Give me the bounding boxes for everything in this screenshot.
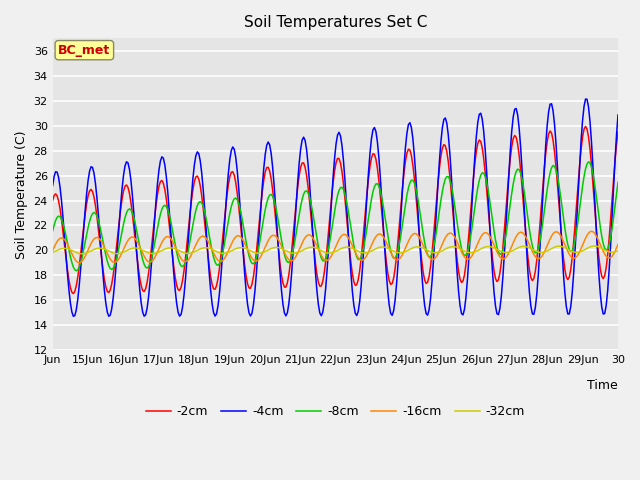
Legend: -2cm, -4cm, -8cm, -16cm, -32cm: -2cm, -4cm, -8cm, -16cm, -32cm [141,400,530,423]
-2cm [453,257,461,263]
Line: -8cm: -8cm [52,162,618,271]
Text: BC_met: BC_met [58,44,111,57]
-4cm [612,132,620,138]
Line: -32cm: -32cm [52,246,618,254]
-2cm [70,291,77,297]
-2cm [68,289,76,295]
-4cm [582,96,589,102]
-4cm [68,309,76,315]
-2cm [341,195,349,201]
-8cm [72,268,80,274]
Y-axis label: Soil Temperature (C): Soil Temperature (C) [15,130,28,259]
-32cm [614,248,622,253]
-4cm [341,177,349,183]
-4cm [49,183,56,189]
-8cm [341,191,349,197]
-16cm [614,241,622,247]
-8cm [453,219,461,225]
-16cm [612,245,620,251]
-8cm [614,180,622,185]
-2cm [538,204,545,210]
-8cm [538,230,545,236]
-16cm [68,251,76,256]
-2cm [87,187,95,192]
Line: -2cm: -2cm [52,126,618,294]
-2cm [612,141,620,147]
-32cm [341,244,349,250]
-4cm [538,221,545,227]
-4cm [87,164,95,169]
-8cm [68,260,76,265]
-32cm [591,243,598,249]
-16cm [341,232,349,238]
-16cm [453,239,461,245]
-8cm [584,159,592,165]
Line: -16cm: -16cm [52,231,618,263]
-16cm [87,240,95,246]
-8cm [49,228,56,234]
-32cm [68,248,76,253]
-16cm [76,260,83,265]
-16cm [588,228,595,234]
-8cm [612,191,620,196]
-2cm [614,129,622,135]
Text: Time: Time [588,379,618,392]
-4cm [614,112,622,118]
-32cm [49,250,56,255]
-32cm [78,251,86,257]
-2cm [582,123,589,129]
-32cm [612,249,620,254]
-2cm [49,198,56,204]
-4cm [453,269,461,275]
Line: -4cm: -4cm [52,99,618,316]
-4cm [70,313,77,319]
-16cm [49,248,56,253]
-32cm [453,244,461,250]
-32cm [538,250,545,255]
-8cm [87,214,95,219]
-32cm [87,248,95,254]
Title: Soil Temperatures Set C: Soil Temperatures Set C [244,15,427,30]
-16cm [538,254,545,260]
